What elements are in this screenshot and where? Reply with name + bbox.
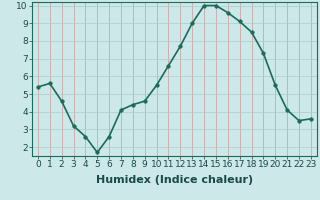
X-axis label: Humidex (Indice chaleur): Humidex (Indice chaleur) — [96, 175, 253, 185]
